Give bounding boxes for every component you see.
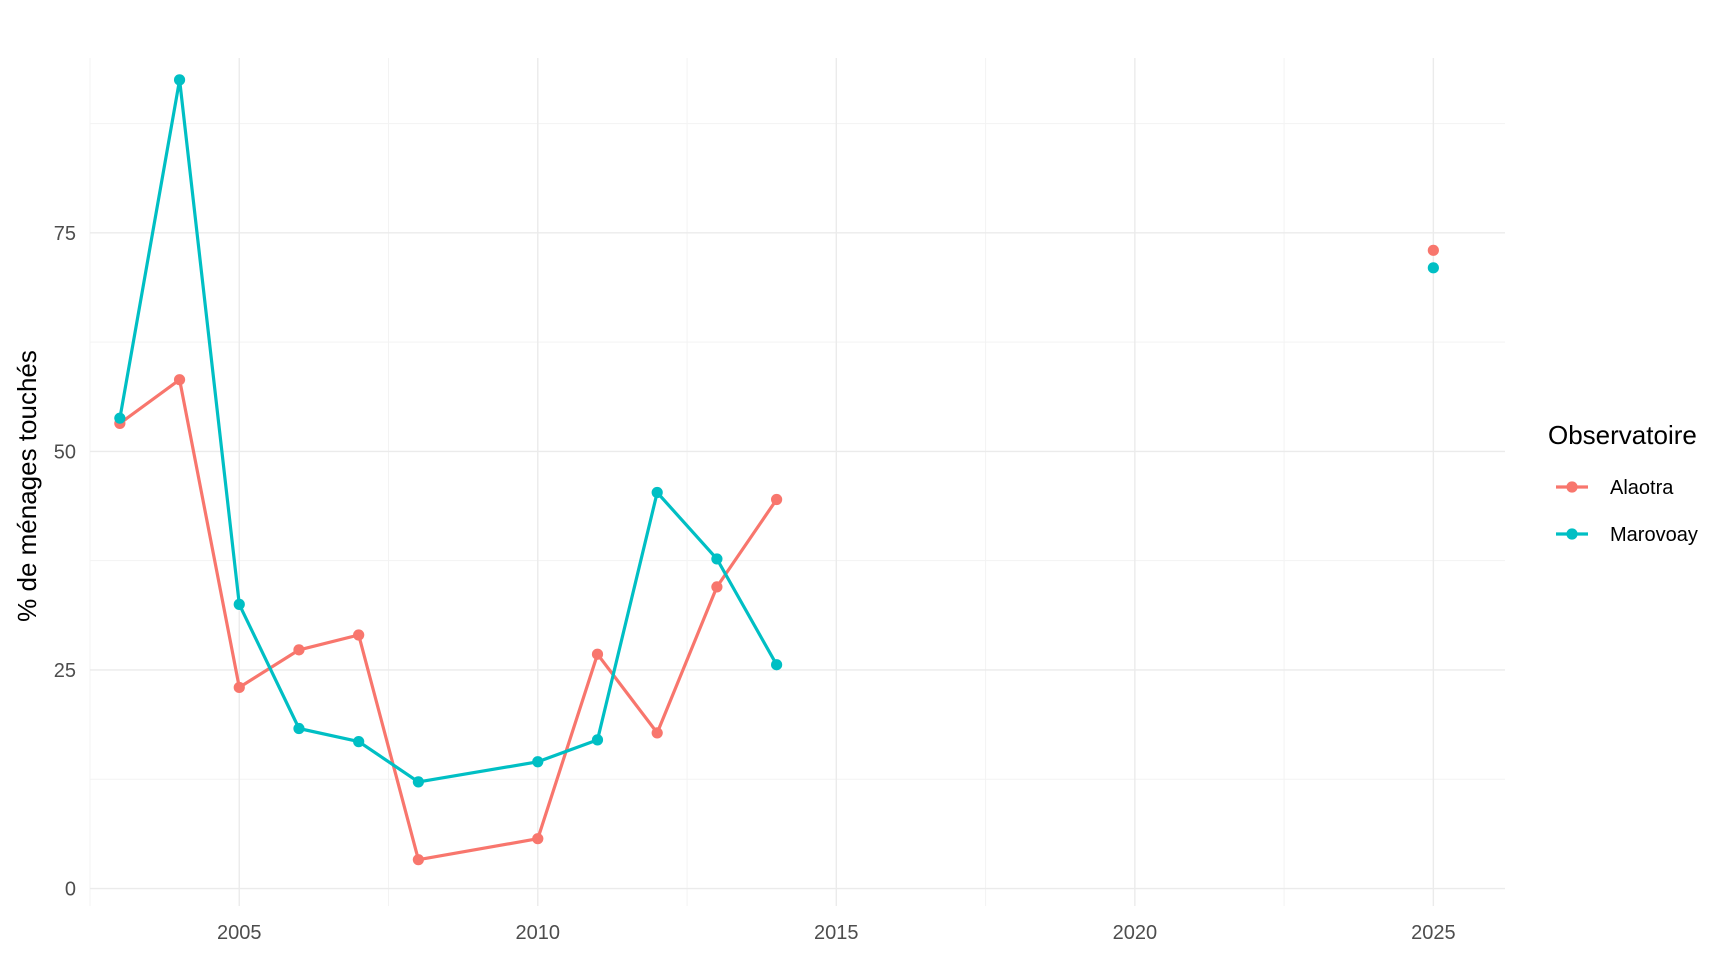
data-point-alaotra (412, 854, 424, 866)
legend-key-point-alaotra (1566, 481, 1578, 493)
x-tick-label: 2010 (516, 922, 561, 944)
data-point-marovoay (293, 722, 305, 735)
data-point-marovoay (591, 734, 604, 746)
data-point-marovoay (233, 598, 245, 610)
x-tick-label: 2005 (217, 922, 262, 944)
y-axis-ticks: 0 25 50 75 (54, 223, 76, 901)
legend-label-alaotra: Alaotra (1610, 477, 1674, 499)
legend-title: Observatoire (1548, 420, 1697, 450)
legend-items: Alaotra Marovoay (1556, 477, 1698, 546)
legend-label-marovoay: Marovoay (1610, 524, 1698, 546)
x-tick-label: 2025 (1411, 922, 1456, 944)
data-point-marovoay (1427, 262, 1439, 274)
legend-key-point-marovoay (1566, 528, 1578, 540)
data-point-alaotra (651, 727, 663, 739)
data-point-alaotra (1427, 244, 1439, 256)
data-point-marovoay (711, 553, 723, 565)
y-tick-label: 25 (54, 660, 76, 682)
y-axis-title: % de ménages touchés (12, 350, 42, 622)
data-point-alaotra (711, 581, 723, 593)
data-point-marovoay (412, 776, 424, 788)
data-point-alaotra (771, 493, 783, 506)
x-tick-label: 2020 (1113, 922, 1158, 944)
data-point-alaotra (591, 648, 604, 660)
x-axis-ticks: 2005 2010 2015 2020 2025 (217, 922, 1456, 944)
series-layer (114, 74, 1439, 866)
legend: Observatoire Alaotra Marovoay (1548, 420, 1698, 546)
x-tick-label: 2015 (814, 922, 859, 944)
series-line-marovoay (118, 78, 778, 784)
data-point-marovoay (651, 486, 663, 499)
minor-gridlines (89, 58, 1505, 906)
data-point-marovoay (532, 756, 544, 768)
y-tick-label: 75 (54, 223, 76, 245)
data-point-alaotra (293, 644, 305, 656)
data-point-marovoay (114, 412, 126, 424)
data-point-alaotra (353, 629, 365, 641)
data-point-alaotra (532, 833, 544, 845)
y-tick-label: 50 (54, 441, 76, 463)
data-point-alaotra (233, 681, 245, 694)
data-point-marovoay (173, 74, 186, 86)
major-gridlines (90, 58, 1505, 906)
data-point-marovoay (771, 659, 783, 671)
y-tick-label: 0 (65, 879, 76, 901)
data-point-marovoay (353, 736, 365, 748)
data-point-alaotra (173, 374, 186, 386)
